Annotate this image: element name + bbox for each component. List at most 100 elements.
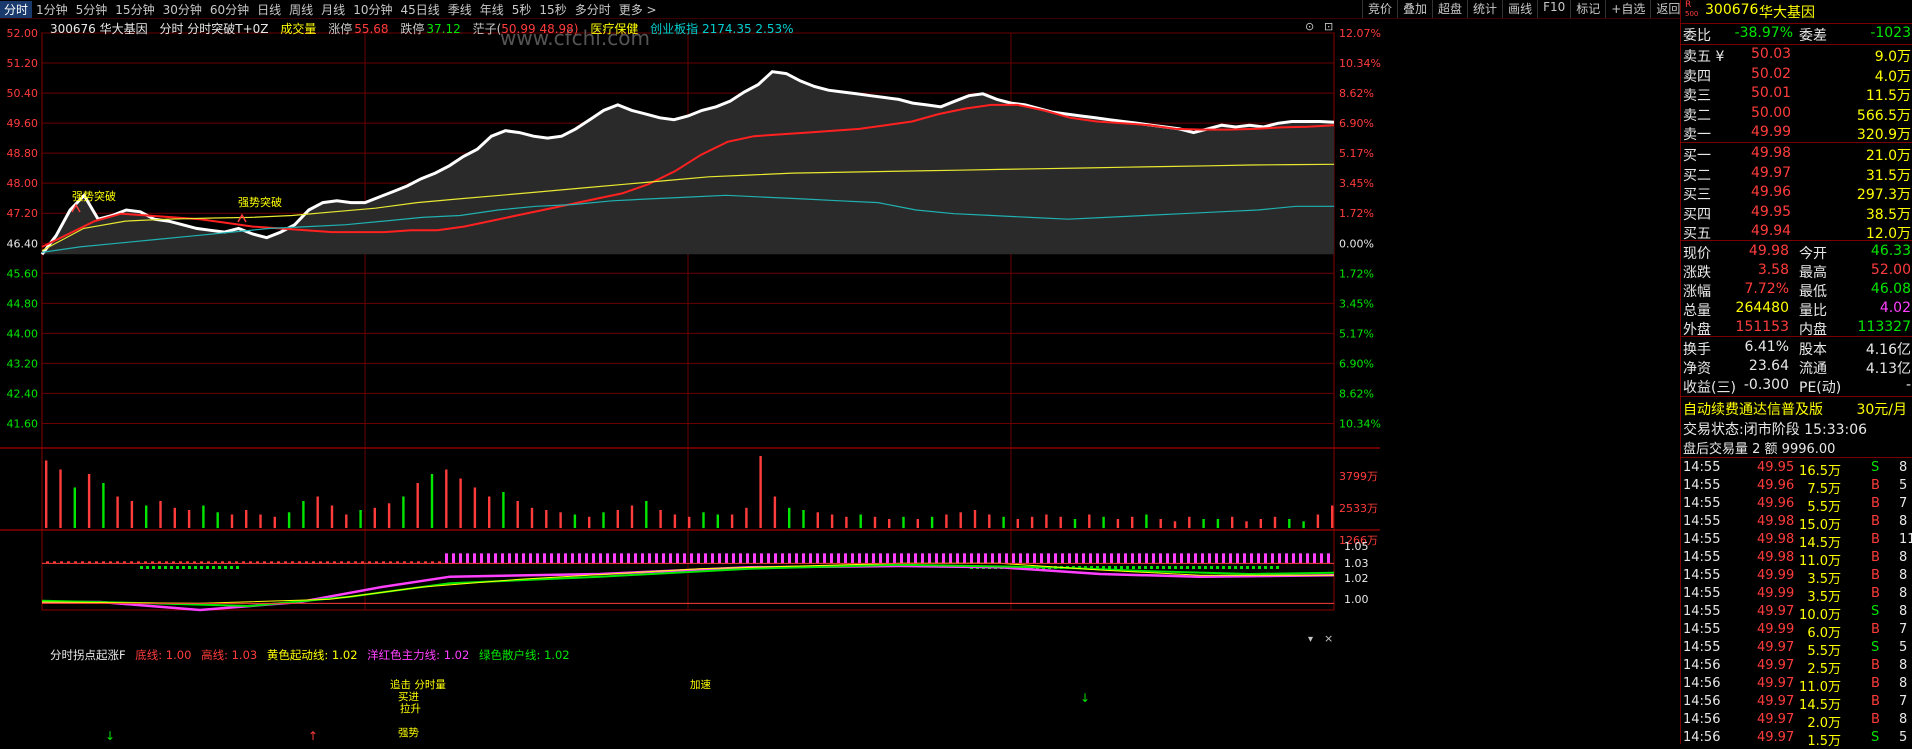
indicator-bar-mark (753, 553, 756, 564)
tick-time: 14:55 (1683, 604, 1721, 619)
asks-row: 卖四 50.02 4.0万 (1681, 65, 1912, 85)
indicator-bar-mark (508, 553, 511, 564)
tab-2[interactable]: 5分钟 (75, 2, 108, 17)
indicator-bar-mark (1033, 553, 1036, 564)
volume-bar (459, 478, 462, 528)
indicator-green-mark (1096, 566, 1099, 569)
indicator-bar-mark (235, 561, 238, 564)
index-label[interactable]: 创业板指 2174.35 2.53% (650, 22, 794, 36)
tab-1[interactable]: 1分钟 (36, 2, 68, 17)
indicator-bar-mark (116, 561, 119, 564)
tab-12[interactable]: 年线 (479, 2, 504, 17)
tab-9[interactable]: 10分钟 (353, 2, 393, 17)
indicator-annotation: 买进 (398, 691, 419, 703)
volume-bar (616, 510, 619, 528)
indicator-bar-mark (830, 553, 833, 564)
tab-14[interactable]: 15秒 (539, 2, 567, 17)
tool-button-8[interactable]: 返回 (1650, 0, 1685, 18)
volume-bar (345, 514, 348, 528)
tick-time: 14:56 (1683, 712, 1721, 727)
tab-7[interactable]: 周线 (289, 2, 314, 17)
dropdown-icon[interactable]: ▾ (1308, 634, 1313, 645)
tick-time: 14:55 (1683, 496, 1721, 511)
indicator-bar-mark (431, 561, 434, 564)
indicator-bar-mark (200, 561, 203, 564)
limit-up-value: 55.68 (354, 22, 389, 36)
tick-volume: 2.5万 (1807, 662, 1841, 677)
indicator-bar-mark (592, 553, 595, 564)
bids-price: 49.94 (1751, 223, 1792, 239)
asks-volume: 4.0万 (1874, 68, 1911, 85)
stat-label: 总量 (1683, 303, 1711, 319)
tick-time: 14:55 (1683, 532, 1721, 547)
tab-6[interactable]: 日线 (257, 2, 282, 17)
indicator-bar-mark (158, 561, 161, 564)
volume-bar (1088, 514, 1091, 528)
volume-bar (1216, 519, 1220, 528)
stat-label: 换手 (1683, 342, 1711, 358)
asks-volume: 566.5万 (1856, 107, 1911, 124)
tick-side: S (1871, 460, 1880, 475)
volume-bar (545, 510, 548, 528)
volume-bar (530, 507, 534, 529)
tick-price: 49.98 (1757, 550, 1795, 565)
tab-11[interactable]: 季线 (447, 2, 472, 17)
indicator-bar-mark (277, 561, 280, 564)
tab-13[interactable]: 5秒 (511, 2, 532, 17)
tab-10[interactable]: 45日线 (400, 2, 440, 17)
stat-value: 4.16亿 (1865, 342, 1911, 358)
tick-price: 49.98 (1757, 532, 1795, 547)
bids-row: 买一 49.98 21.0万 (1681, 144, 1912, 164)
tab-5[interactable]: 60分钟 (209, 2, 250, 17)
tool-button-6[interactable]: 标记 (1570, 0, 1605, 18)
indicator-name[interactable]: 分时拐点起涨F (50, 648, 126, 662)
tick-count: 8 (1899, 514, 1908, 529)
sector-label[interactable]: 医疗保健 (590, 22, 639, 36)
indicator-bar-mark (564, 553, 567, 564)
volume-axis-label: 2533万 (1339, 502, 1378, 515)
volume-bar (273, 516, 276, 529)
tab-16[interactable]: 更多 > (618, 2, 657, 17)
green-retail-line (41, 563, 1335, 608)
bids-row: 买四 49.95 38.5万 (1681, 203, 1912, 223)
indicator-bar-mark (1208, 553, 1211, 564)
indicator-bar-mark (802, 553, 805, 564)
promo-row[interactable]: 自动续费通达信普及版 30元/月 (1681, 398, 1912, 418)
tab-4[interactable]: 30分钟 (162, 2, 202, 17)
indicator-bar-mark (256, 561, 259, 564)
settings-icon[interactable]: ⊙ (1305, 20, 1314, 33)
indicator-bar-mark (67, 561, 70, 564)
indicator-bar-mark (991, 553, 994, 564)
close-icon[interactable]: × (1324, 632, 1333, 645)
expand-icon[interactable]: ⊡ (1324, 20, 1333, 33)
indicator-bar-mark (1040, 553, 1043, 564)
tab-15[interactable]: 多分时 (574, 2, 611, 17)
tool-button-0[interactable]: 竞价 (1362, 0, 1397, 18)
tick-count: 8 (1899, 460, 1908, 475)
indicator-bar-mark (494, 553, 497, 564)
tool-button-3[interactable]: 统计 (1467, 0, 1502, 18)
indicator-bar-mark (501, 553, 504, 564)
tab-3[interactable]: 15分钟 (115, 2, 155, 17)
volume-bar (1245, 521, 1248, 529)
indicator-bar-mark (389, 561, 392, 564)
indicator-green-mark (1156, 566, 1159, 569)
tick-price: 49.99 (1757, 586, 1795, 601)
tool-button-7[interactable]: +自选 (1605, 0, 1650, 18)
volume-bar (330, 505, 334, 528)
indicator-bar-mark (1278, 553, 1281, 564)
candle-values: 50.99 48.98) (501, 22, 579, 36)
tool-button-2[interactable]: 超盘 (1432, 0, 1467, 18)
tool-button-1[interactable]: 叠加 (1397, 0, 1432, 18)
right-axis-label: 3.45% (1339, 177, 1374, 190)
volume-bar (1331, 505, 1334, 528)
indicator-bar-mark (914, 553, 917, 564)
tool-button-4[interactable]: 画线 (1502, 0, 1537, 18)
right-axis-label: 10.34% (1339, 417, 1381, 430)
volume-bar (316, 496, 319, 528)
volume-bar (1302, 521, 1305, 529)
tab-8[interactable]: 月线 (321, 2, 346, 17)
tool-button-5[interactable]: F10 (1537, 0, 1570, 18)
volume-bar (373, 507, 376, 529)
tab-0[interactable]: 分时 (0, 0, 33, 18)
